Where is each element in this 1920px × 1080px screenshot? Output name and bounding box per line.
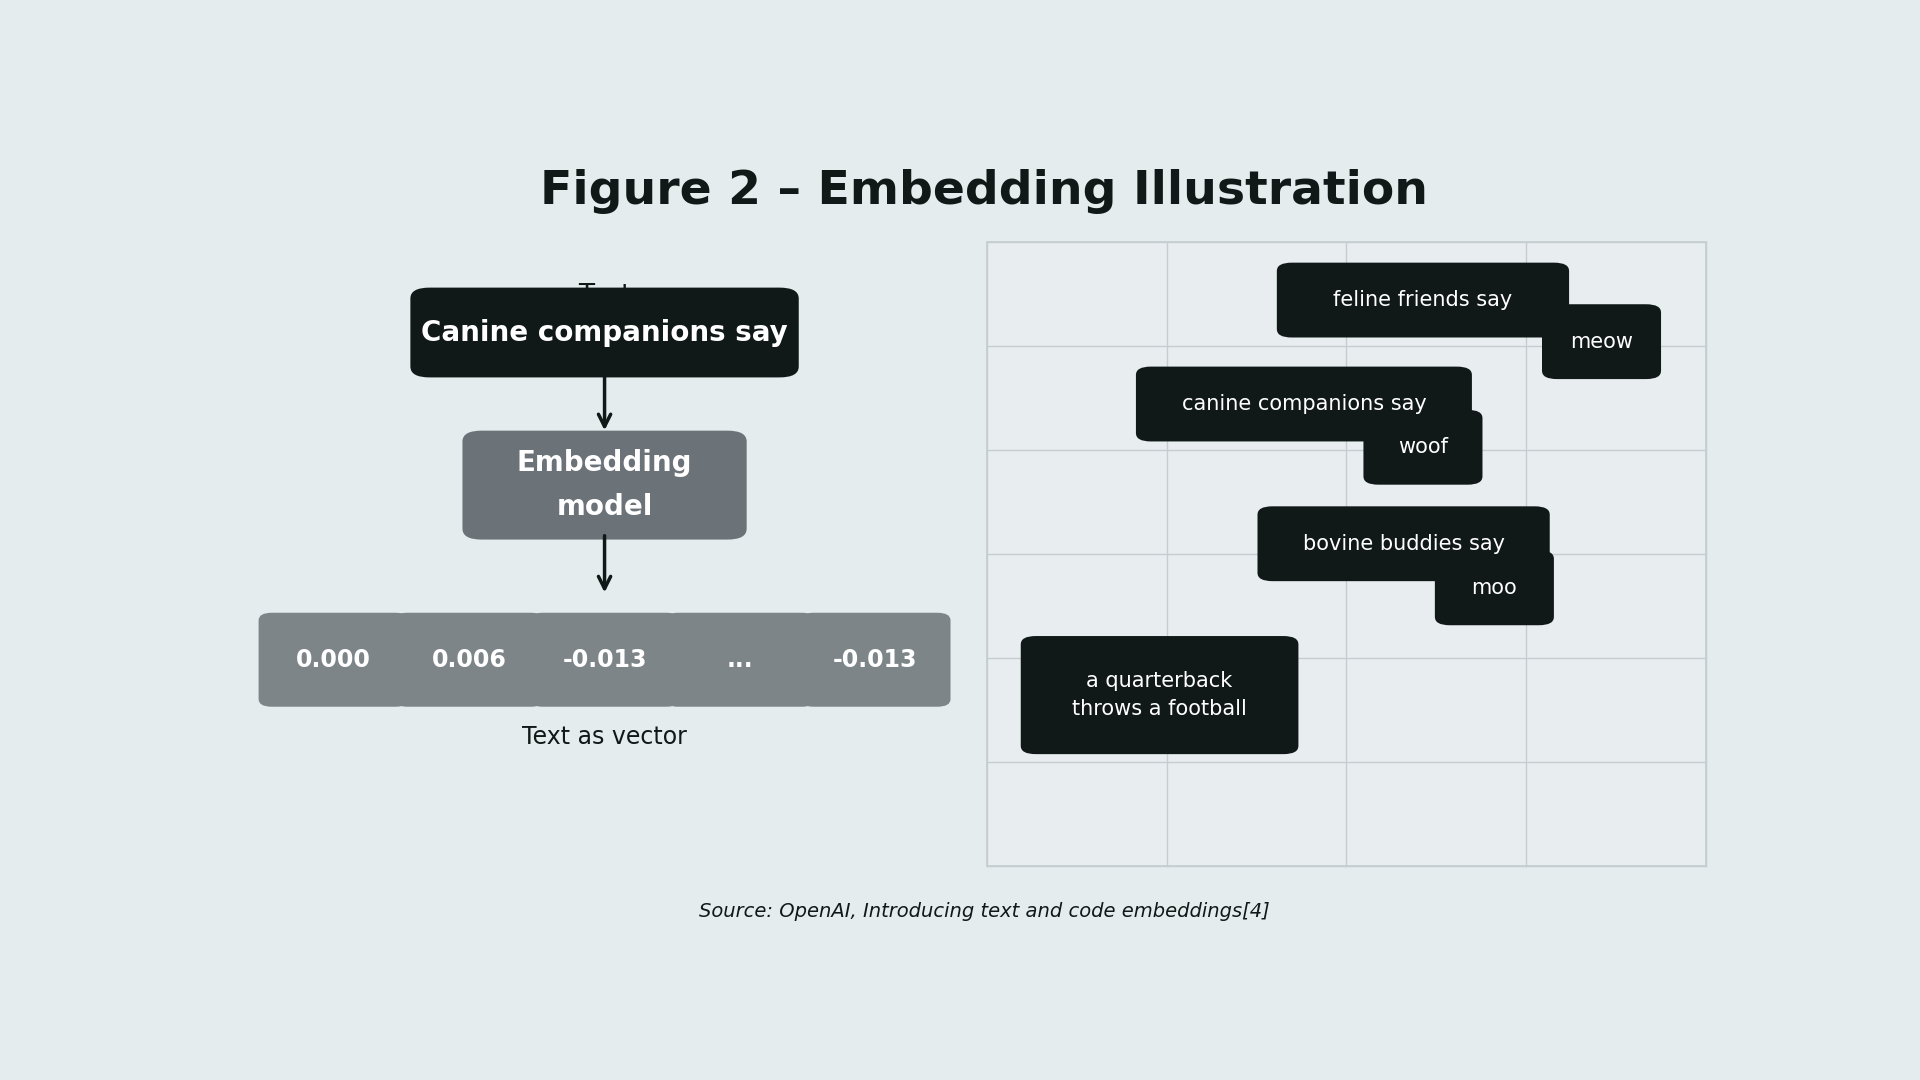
Text: 0.000: 0.000 (296, 648, 371, 672)
Text: -0.013: -0.013 (833, 648, 918, 672)
Text: -0.013: -0.013 (563, 648, 647, 672)
FancyBboxPatch shape (394, 612, 543, 706)
FancyBboxPatch shape (1137, 366, 1473, 442)
Text: woof: woof (1398, 437, 1448, 457)
FancyBboxPatch shape (664, 612, 816, 706)
Text: meow: meow (1571, 332, 1634, 352)
FancyBboxPatch shape (987, 242, 1705, 865)
Text: Embedding
model: Embedding model (516, 449, 693, 521)
FancyBboxPatch shape (1542, 305, 1661, 379)
Text: a quarterback
throws a football: a quarterback throws a football (1071, 671, 1246, 719)
Text: Figure 2 – Embedding Illustration: Figure 2 – Embedding Illustration (540, 170, 1428, 215)
Text: Text: Text (578, 283, 632, 309)
FancyBboxPatch shape (801, 612, 950, 706)
Text: ...: ... (726, 648, 753, 672)
FancyBboxPatch shape (1434, 551, 1553, 625)
FancyBboxPatch shape (411, 287, 799, 377)
Text: bovine buddies say: bovine buddies say (1302, 534, 1505, 554)
Text: Text as vector: Text as vector (522, 725, 687, 748)
FancyBboxPatch shape (530, 612, 680, 706)
Text: 0.006: 0.006 (432, 648, 507, 672)
FancyBboxPatch shape (1258, 507, 1549, 581)
Text: Canine companions say: Canine companions say (420, 319, 787, 347)
Text: feline friends say: feline friends say (1332, 291, 1513, 310)
FancyBboxPatch shape (259, 612, 409, 706)
Text: moo: moo (1471, 578, 1517, 598)
FancyBboxPatch shape (1021, 636, 1298, 754)
FancyBboxPatch shape (1363, 409, 1482, 485)
FancyBboxPatch shape (463, 431, 747, 540)
Text: canine companions say: canine companions say (1181, 394, 1427, 414)
FancyBboxPatch shape (1277, 262, 1569, 337)
Text: Source: OpenAI, Introducing text and code embeddings[4]: Source: OpenAI, Introducing text and cod… (699, 902, 1269, 921)
